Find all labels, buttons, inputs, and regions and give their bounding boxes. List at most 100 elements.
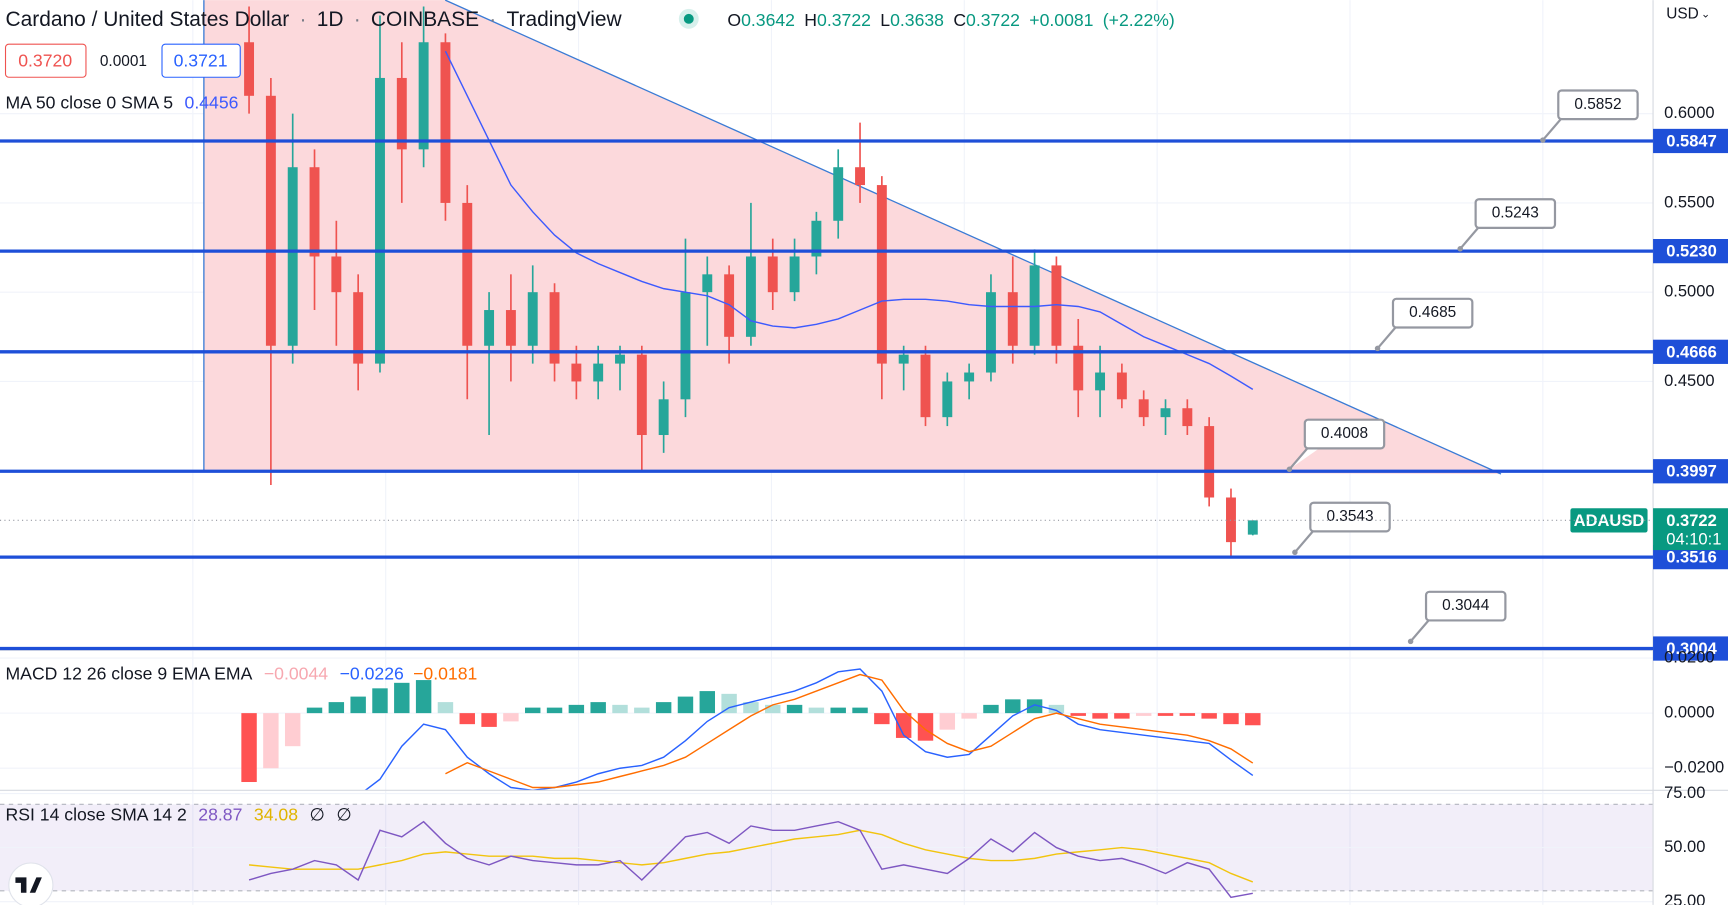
macd-histogram-bar — [765, 704, 781, 714]
macd-histogram-bar — [961, 713, 977, 719]
macd-histogram-bar — [786, 704, 803, 714]
candle-body — [484, 310, 495, 346]
separator: · — [354, 7, 361, 30]
macd-line — [364, 668, 1254, 791]
ohlc-label: O — [727, 10, 741, 30]
platform: TradingView — [506, 7, 622, 30]
candle-body — [1138, 399, 1149, 418]
candle-body — [549, 292, 560, 364]
macd-histogram-bar — [284, 713, 301, 747]
ma-line — [444, 50, 1254, 390]
level-label-bg — [1653, 636, 1728, 661]
candle-body — [833, 167, 844, 221]
macd-histogram-bar — [1005, 699, 1021, 714]
logo-mark[interactable] — [15, 877, 42, 893]
rsi-extra: ∅ — [310, 804, 325, 824]
y-tick-label: 0.4500 — [1664, 371, 1715, 390]
macd-histogram-bar — [1114, 713, 1130, 719]
currency[interactable]: USD — [1666, 6, 1699, 23]
plots — [241, 6, 1261, 899]
candle-body — [287, 167, 298, 346]
separator: · — [300, 7, 307, 30]
level-label-bg — [1653, 128, 1728, 154]
ask-price[interactable]: 0.3721 — [174, 50, 228, 70]
change: +0.0081 — [1029, 10, 1093, 30]
candle-body — [418, 42, 429, 150]
callout-box — [1557, 89, 1639, 121]
macd-histogram-bar — [830, 707, 846, 714]
macd-histogram-bar — [350, 696, 366, 714]
candle-body — [309, 167, 320, 257]
buy-button[interactable] — [161, 43, 241, 78]
candles — [244, 6, 1258, 559]
macd-histogram-bar — [939, 713, 956, 730]
macd-histogram-bar — [437, 702, 454, 714]
candle-body — [1095, 372, 1106, 391]
bid-price[interactable]: 0.3720 — [18, 50, 72, 70]
candle-body — [1247, 520, 1258, 535]
rsi-sma-value: 34.08 — [254, 804, 298, 824]
candle-body — [244, 42, 255, 96]
y-tick-label: 50.00 — [1664, 837, 1705, 856]
candle-body — [1182, 408, 1193, 427]
candle-body — [571, 363, 582, 382]
macd-histogram-bar — [372, 688, 388, 714]
callout-label: 0.4008 — [1321, 425, 1368, 442]
ohlc-value: 0.3638 — [890, 10, 944, 30]
sell-button[interactable] — [4, 43, 87, 78]
candle-body — [505, 310, 516, 346]
candle-body — [898, 354, 909, 364]
candle-body — [527, 292, 538, 346]
candle-body — [811, 220, 822, 257]
market-status-dot — [683, 13, 694, 24]
ma-legend: MA 50 close 0 SMA 5 0.4456 — [6, 92, 239, 112]
level-label-bg — [1653, 339, 1728, 364]
ohlc-value: 0.3642 — [741, 10, 795, 30]
macd-histogram-bar — [306, 707, 323, 714]
macd-value: −0.0226 — [340, 663, 404, 683]
y-tick-label: 25.00 — [1664, 891, 1705, 905]
dropdown-icon[interactable]: ⌄ — [1701, 8, 1710, 20]
macd-histogram-bar — [721, 693, 737, 714]
callout-tip — [1457, 246, 1463, 252]
candle-body — [615, 354, 625, 364]
level-label-bg — [1653, 239, 1728, 264]
macd-histogram-bar — [655, 702, 672, 714]
macd-legend: MACD 12 26 close 9 EMA EMA −0.0044 −0.02… — [6, 663, 478, 683]
rsi-legend: RSI 14 close SMA 14 2 28.87 34.08 ∅ ∅ — [6, 804, 352, 824]
hist-value: −0.0044 — [264, 663, 328, 683]
macd-histogram-bar — [568, 704, 585, 714]
callout-tip — [1407, 638, 1414, 645]
exchange: COINBASE — [371, 7, 479, 30]
macd-histogram-bar — [808, 707, 825, 714]
macd-title: MACD 12 26 close 9 EMA EMA — [6, 663, 253, 683]
callout-tip — [1374, 345, 1381, 352]
ohlc-legend: O0.3642 H0.3722 L0.3638 C0.3722 +0.0081 … — [727, 10, 1174, 30]
ohlc-label: C — [953, 10, 966, 30]
separator: · — [489, 7, 496, 30]
macd-histogram-bar — [917, 713, 934, 741]
macd-histogram-bar — [263, 713, 279, 769]
ma-title: MA 50 close 0 SMA 5 — [6, 92, 174, 112]
macd-histogram-bar — [1245, 713, 1261, 726]
candle-body — [855, 167, 865, 186]
candle-body — [745, 256, 756, 337]
candle-body — [636, 354, 647, 436]
logo[interactable] — [8, 862, 54, 905]
candle-body — [593, 363, 604, 382]
overlays: 0.5852 0.5243 0.4685 0.4008 0.3543 0.3044 — [0, 89, 1654, 651]
y-tick-label: −0.0200 — [1664, 758, 1724, 777]
macd-histogram-bar — [415, 680, 432, 714]
symbol-title: Cardano / United States Dollar · 1D · CO… — [6, 7, 623, 30]
callout-tip — [1540, 137, 1546, 143]
triangle-drawing — [203, 0, 1501, 474]
callout-box — [1424, 590, 1507, 622]
candle-body — [680, 292, 691, 400]
y-tick-label: 0.0200 — [1664, 647, 1715, 666]
currency-selector[interactable]: USD ⌄ — [1666, 6, 1710, 23]
macd-histogram-bar — [394, 682, 410, 714]
ohlc-label: H — [804, 10, 817, 30]
rsi-extra: ∅ — [336, 804, 351, 824]
